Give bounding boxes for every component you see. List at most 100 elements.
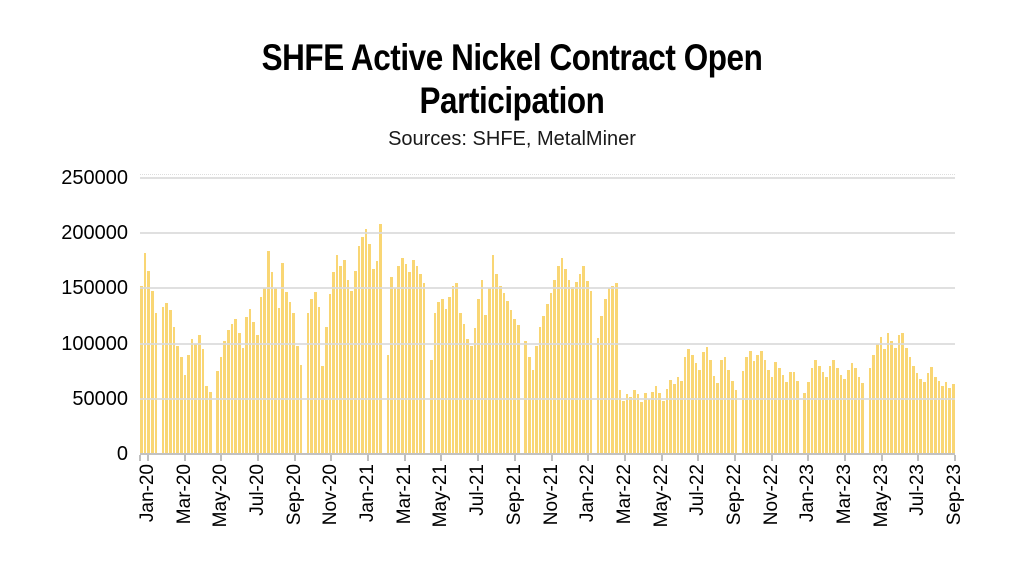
bar	[527, 356, 531, 454]
bar	[368, 244, 371, 454]
bar	[930, 366, 933, 454]
bar	[216, 371, 219, 454]
gridline	[140, 342, 955, 345]
bar	[604, 299, 607, 454]
x-axis-label: Nov-20	[320, 464, 342, 526]
bar	[440, 299, 444, 454]
bar	[560, 257, 564, 454]
bar	[350, 290, 353, 454]
bar	[169, 310, 172, 454]
bar	[498, 286, 502, 454]
bar	[437, 301, 440, 454]
x-axis-tick	[293, 455, 296, 461]
bar	[894, 348, 897, 454]
bar	[495, 274, 498, 454]
bar	[277, 308, 281, 454]
bar	[651, 392, 654, 454]
bar	[292, 312, 295, 454]
bar	[147, 270, 150, 454]
x-axis-tick	[733, 455, 736, 461]
bar	[306, 312, 310, 454]
bar	[386, 354, 390, 454]
x-axis-tick	[807, 455, 810, 461]
bar	[263, 288, 266, 454]
bar	[484, 314, 487, 454]
bar	[248, 309, 252, 454]
bar	[618, 389, 622, 454]
bar	[629, 396, 632, 454]
bar	[596, 338, 600, 454]
bar	[462, 323, 466, 454]
bar	[455, 282, 458, 454]
bar	[538, 327, 542, 454]
bar	[227, 330, 230, 454]
bar	[433, 312, 437, 454]
bar	[720, 360, 723, 454]
bar	[712, 375, 716, 454]
bar	[346, 279, 350, 454]
bar	[161, 307, 165, 454]
x-axis-tick	[513, 455, 516, 461]
bar	[477, 299, 480, 454]
bar	[745, 356, 748, 454]
bar	[756, 354, 759, 454]
x-axis-label: Mar-23	[833, 464, 855, 525]
bar	[430, 360, 433, 454]
bar	[788, 372, 792, 454]
bar	[488, 288, 491, 454]
bar	[205, 385, 208, 454]
bar	[274, 288, 277, 454]
bar	[952, 384, 955, 454]
x-axis-tick	[477, 455, 480, 461]
y-axis-label: 200000	[61, 222, 128, 245]
gridline	[140, 177, 955, 179]
bar	[361, 236, 364, 454]
bar	[640, 402, 643, 454]
bar	[176, 345, 179, 454]
bar	[259, 297, 263, 454]
bar	[234, 319, 237, 454]
x-axis-tick	[220, 455, 223, 461]
chart-title: SHFE Active Nickel Contract Open Partici…	[0, 36, 1024, 122]
bar	[314, 291, 317, 454]
bar	[785, 382, 788, 454]
bar	[513, 319, 516, 454]
bar	[415, 266, 419, 454]
bar	[781, 374, 785, 454]
bar	[622, 401, 625, 454]
x-axis-line	[140, 453, 955, 455]
bar	[723, 356, 727, 454]
chart-subtitle: Sources: SHFE, MetalMiner	[388, 128, 636, 150]
bar	[198, 334, 201, 454]
bar	[807, 382, 810, 454]
bar	[817, 365, 821, 454]
bar	[230, 323, 234, 454]
bar	[546, 303, 549, 454]
bar	[636, 394, 640, 454]
bar	[683, 356, 687, 454]
x-axis-tick	[183, 455, 186, 461]
bar	[948, 387, 951, 454]
bar	[295, 345, 299, 454]
bar	[890, 341, 893, 454]
bar	[502, 292, 506, 454]
bar	[625, 394, 629, 454]
bar	[140, 286, 143, 454]
bar	[836, 367, 839, 454]
x-axis-tick	[440, 455, 443, 461]
x-axis-label: Nov-22	[760, 464, 782, 526]
bar	[241, 348, 245, 454]
x-axis-label: Jan-22	[577, 464, 599, 523]
x-axis-tick	[880, 455, 883, 461]
x-axis-label: Jan-21	[357, 464, 379, 523]
bar	[669, 380, 672, 454]
bar	[473, 328, 477, 454]
bar	[187, 354, 190, 454]
bar	[614, 282, 618, 454]
bar	[879, 336, 883, 454]
bar	[256, 334, 259, 454]
bar	[448, 297, 451, 454]
bar	[705, 346, 709, 454]
bar	[408, 271, 411, 454]
